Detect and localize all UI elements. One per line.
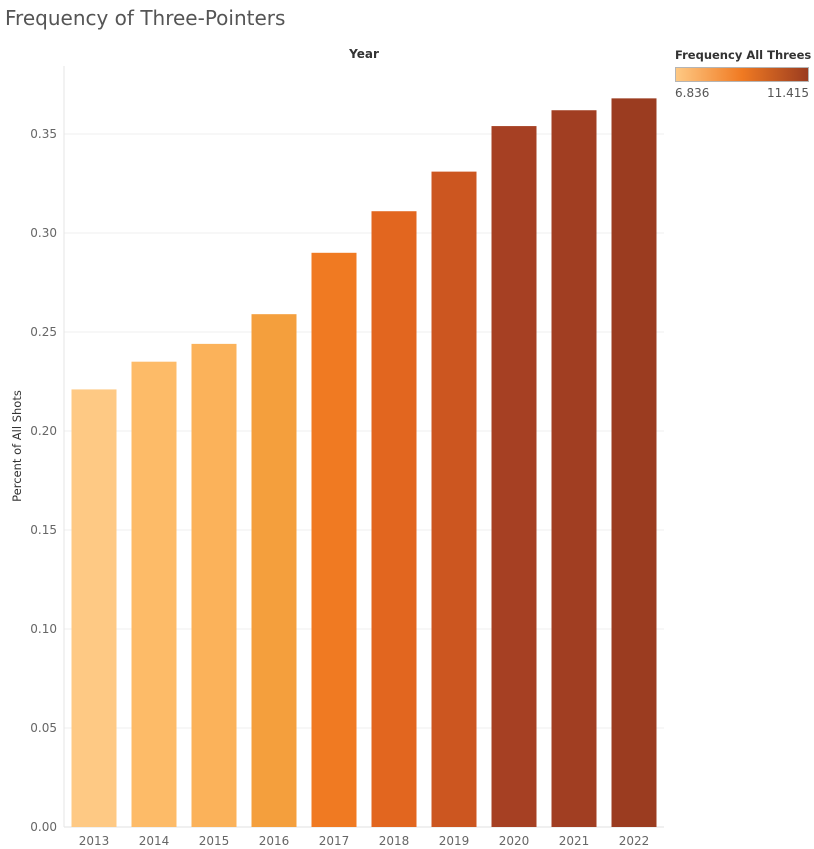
y-tick-label: 0.35 [30, 127, 57, 141]
bar-2019[interactable] [431, 171, 477, 827]
bar-2013[interactable] [71, 389, 117, 827]
chart-title: Frequency of Three-Pointers [5, 6, 286, 30]
x-axis-ticks: 2013 2014 2015 2016 2017 2018 2019 2020 2021 2022 [79, 834, 650, 848]
y-tick-label: 0.05 [30, 721, 57, 735]
bar-2022[interactable] [611, 98, 657, 828]
bars [71, 98, 657, 828]
y-tick-label: 0.20 [30, 424, 57, 438]
bar-2014[interactable] [131, 361, 177, 827]
legend-min-label: 6.836 [675, 86, 710, 100]
x-tick-label: 2015 [199, 834, 230, 848]
bar-2021[interactable] [551, 110, 597, 828]
x-tick-label: 2016 [259, 834, 290, 848]
y-axis-title: Percent of All Shots [10, 390, 24, 502]
x-tick-label: 2017 [319, 834, 350, 848]
bar-2020[interactable] [491, 126, 537, 827]
legend-max-label: 11.415 [767, 86, 809, 100]
x-tick-label: 2019 [439, 834, 470, 848]
bar-2016[interactable] [251, 314, 297, 827]
x-tick-label: 2021 [559, 834, 590, 848]
x-tick-label: 2022 [619, 834, 650, 848]
y-tick-label: 0.10 [30, 622, 57, 636]
column-header: Year [348, 47, 379, 61]
x-tick-label: 2013 [79, 834, 110, 848]
legend-labels: 6.836 11.415 [675, 86, 809, 100]
x-tick-label: 2020 [499, 834, 530, 848]
legend-title: Frequency All Threes [675, 48, 812, 62]
y-tick-label: 0.00 [30, 820, 57, 834]
bar-2015[interactable] [191, 343, 237, 827]
x-tick-label: 2018 [379, 834, 410, 848]
legend-gradient-bar [675, 67, 809, 82]
y-tick-label: 0.30 [30, 226, 57, 240]
bar-2018[interactable] [371, 211, 417, 828]
bar-2017[interactable] [311, 252, 357, 828]
y-tick-label: 0.15 [30, 523, 57, 537]
x-tick-label: 2014 [139, 834, 170, 848]
y-axis-ticks: 0.00 0.05 0.10 0.15 0.20 0.25 0.30 0.35 [30, 127, 57, 834]
y-tick-label: 0.25 [30, 325, 57, 339]
color-legend: Frequency All Threes 6.836 11.415 [675, 48, 812, 100]
